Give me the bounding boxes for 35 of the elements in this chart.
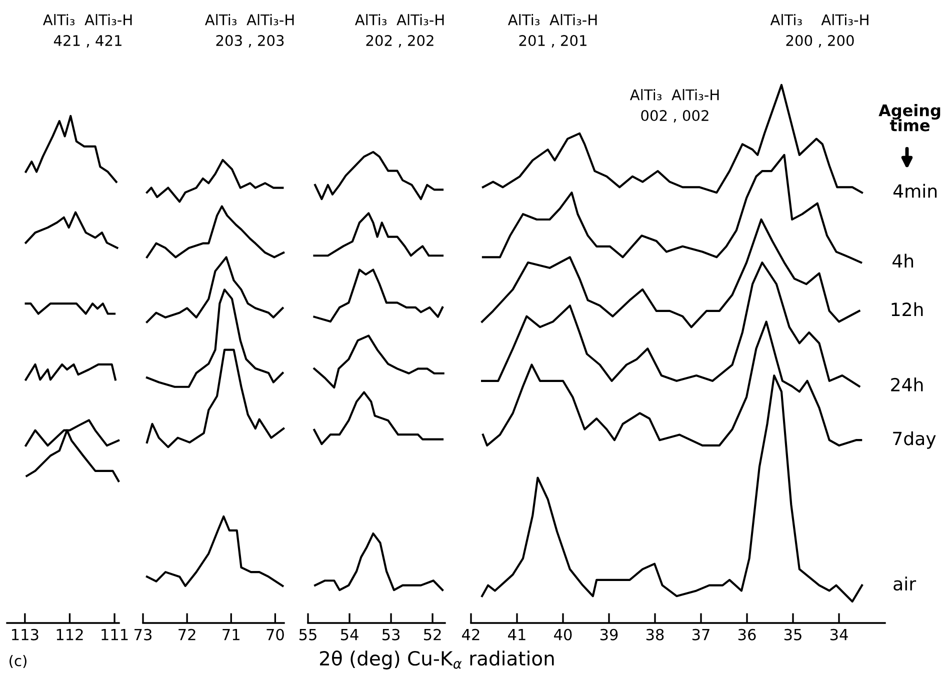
x-tick-label: 113 (12, 628, 38, 640)
text: AlTi₃ AlTi₃-H 200 , 200 (770, 14, 868, 48)
x-tick-label: 71 (222, 629, 240, 640)
x-tick-label: 72 (178, 628, 196, 640)
series-label: 4h (892, 254, 914, 268)
text: AlTi₃ AlTi₃-H 202 , 202 (354, 14, 444, 48)
x-tick-label: 34 (830, 628, 848, 640)
legend-title: Ageing time (878, 104, 940, 132)
series-label: 12h (892, 302, 923, 316)
x-tick-label: 52 (424, 628, 441, 640)
text: AlTi₃ AlTi₃-H 421 , 421 (42, 14, 132, 48)
legend-label: 4min (893, 184, 937, 198)
text: AlTi₃ AlTi₃-H 203 , 203 (204, 14, 294, 48)
x-tick-label: 36 (738, 628, 756, 640)
x-tick-label: 37 (692, 628, 710, 640)
x-tick-label: 54 (340, 629, 358, 640)
x-tick-label: 38 (646, 628, 664, 640)
x-tick-label: 53 (382, 628, 400, 640)
x-tick-label: 111 (102, 629, 128, 640)
x-tick-label: 112 (56, 628, 83, 640)
x-tick-label: 39 (600, 628, 618, 640)
x-tick-label: 55 (299, 629, 316, 640)
x-axis-title: 2θ (deg) Cu-K$_{α}$ radiation (320, 650, 554, 670)
x-tick-label: 70 (266, 628, 284, 640)
series-label: 7day (893, 431, 936, 449)
text: (c) (10, 655, 26, 668)
text: AlTi₃ AlTi₃-H 201 , 201 (508, 14, 597, 48)
annotation: AlTi₃ AlTi₃-H 002 , 002 (630, 89, 719, 123)
x-tick-label: 41 (508, 629, 526, 640)
x-tick-label: 40 (554, 628, 572, 640)
series-label: air (894, 576, 916, 591)
series-label: 24h (891, 378, 923, 392)
x-tick-label: 35 (784, 628, 802, 640)
x-tick-label: 42 (462, 628, 480, 640)
x-tick-label: 73 (134, 628, 152, 640)
